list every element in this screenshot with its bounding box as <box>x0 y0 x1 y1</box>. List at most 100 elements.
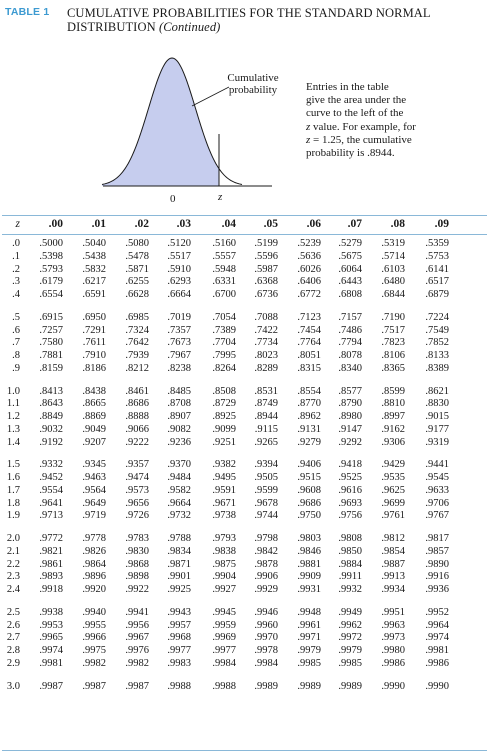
probability-cell: .9984 <box>212 657 236 669</box>
probability-cell: .9881 <box>297 558 321 570</box>
probability-cell: .9898 <box>125 571 149 583</box>
probability-cell: .9515 <box>297 472 321 483</box>
column-header: .07 <box>347 218 362 230</box>
probability-cell: .9909 <box>297 571 321 583</box>
column-header: .03 <box>176 218 191 230</box>
probability-cell: .7389 <box>212 324 236 336</box>
probability-cell: .7673 <box>167 337 191 349</box>
row-z-value: 1.0 <box>6 385 20 397</box>
probability-cell: .5478 <box>125 250 149 262</box>
probability-cell: .9984 <box>254 657 278 669</box>
probability-cell: .7580 <box>39 337 63 349</box>
column-header: .06 <box>306 218 321 230</box>
probability-cell: .7823 <box>381 337 405 349</box>
probability-cell: .9545 <box>425 472 449 483</box>
row-z-value: .3 <box>12 276 20 288</box>
probability-cell: .9441 <box>425 459 449 471</box>
table-row: 1.9 .9713 .9719 .9726 .9732 .9738 .9744 .9750 .9… <box>0 509 489 522</box>
probability-cell: .7967 <box>167 350 191 361</box>
probability-cell: .5000 <box>39 238 63 249</box>
probability-cell: .9974 <box>425 632 449 644</box>
probability-cell: .8106 <box>381 350 405 361</box>
probability-cell: .8365 <box>381 362 405 374</box>
probability-cell: .9946 <box>254 606 278 618</box>
probability-cell: .9750 <box>297 510 321 522</box>
probability-cell: .6064 <box>338 263 362 275</box>
probability-cell: .9967 <box>125 632 149 644</box>
probability-cell: .6103 <box>381 263 405 275</box>
probability-cell: .5160 <box>212 238 236 249</box>
table-row: 2.3 .9893 .9896 .9898 .9901 .9904 .9906 .9909 .9… <box>0 570 489 583</box>
probability-cell: .8830 <box>425 398 449 410</box>
probability-cell: .6517 <box>425 276 449 288</box>
probability-cell: .7995 <box>212 350 236 361</box>
probability-cell: .9990 <box>381 680 405 692</box>
probability-cell: .8729 <box>212 398 236 410</box>
column-header: .00 <box>48 218 63 230</box>
column-header: .04 <box>221 218 236 230</box>
table-explanation-note: Entries in the table give the area under… <box>306 81 466 160</box>
probability-cell: .6141 <box>425 263 449 275</box>
probability-cell: .9911 <box>338 571 362 583</box>
probability-cell: .7704 <box>212 337 236 349</box>
probability-cell: .9463 <box>82 472 106 483</box>
column-header: .05 <box>263 218 278 230</box>
probability-cell: .6700 <box>212 289 236 300</box>
table-row: 2.1 .9821 .9826 .9830 .9834 .9838 .9842 .9846 .9… <box>0 545 489 558</box>
row-z-value: 2.9 <box>6 657 20 669</box>
probability-cell: .9656 <box>125 497 149 509</box>
probability-cell: .9988 <box>212 680 236 692</box>
table-row: 2.9 .9981 .9982 .9982 .9983 .9984 .9984 .9985 .9… <box>0 657 489 670</box>
probability-cell: .9925 <box>167 584 191 595</box>
probability-cell: .8849 <box>39 411 63 422</box>
table-row: 1.2 .8849 .8869 .8888 .8907 .8925 .8944 .8962 .8… <box>0 410 489 423</box>
row-z-value: 1.2 <box>6 411 20 422</box>
probability-cell: .5832 <box>82 263 106 275</box>
table-title-continued: (Continued) <box>158 20 221 34</box>
row-z-value: 1.5 <box>6 459 20 471</box>
row-z-value: 2.8 <box>6 645 20 656</box>
probability-cell: .9772 <box>39 533 63 544</box>
probability-cell: .8888 <box>125 411 149 422</box>
row-z-value: 2.6 <box>6 619 20 631</box>
probability-cell: .9986 <box>425 657 449 669</box>
probability-cell: .9916 <box>425 571 449 583</box>
probability-cell: .7611 <box>82 337 106 349</box>
probability-cell: .9418 <box>338 459 362 471</box>
probability-cell: .9474 <box>125 472 149 483</box>
probability-cell: .6480 <box>381 276 405 288</box>
probability-cell: .8980 <box>338 411 362 422</box>
probability-cell: .9429 <box>381 459 405 471</box>
probability-cell: .7291 <box>82 324 106 336</box>
table-title-line-2: DISTRIBUTION (Continued) <box>67 20 220 34</box>
probability-cell: .9989 <box>254 680 278 692</box>
probability-cell: .8925 <box>212 411 236 422</box>
cumulative-area-shade <box>102 58 219 186</box>
table-row: 2.2 .9861 .9864 .9868 .9871 .9875 .9878 .9881 .9… <box>0 558 489 571</box>
probability-cell: .5714 <box>381 250 405 262</box>
probability-cell: .8790 <box>338 398 362 410</box>
table-row: .5 .6915 .6950 .6985 .7019 .7054 .7088 .7123 .71… <box>0 311 489 324</box>
table-row: .0 .5000 .5040 .5080 .5120 .5160 .5199 .5239 .52… <box>0 237 489 250</box>
probability-cell: .9868 <box>125 558 149 570</box>
probability-cell: .9821 <box>39 545 63 557</box>
row-z-value: .1 <box>12 250 20 262</box>
probability-cell: .9808 <box>338 533 362 544</box>
probability-cell: .8577 <box>338 385 362 397</box>
probability-cell: .9279 <box>297 436 321 448</box>
cumulative-label-line-2: probability <box>228 84 278 96</box>
probability-cell: .9971 <box>297 632 321 644</box>
probability-cell: .9788 <box>167 533 191 544</box>
probability-cell: .5557 <box>212 250 236 262</box>
probability-cell: .8438 <box>82 385 106 397</box>
probability-cell: .9981 <box>425 645 449 656</box>
probability-cell: .8869 <box>82 411 106 422</box>
table-title-distribution: DISTRIBUTION <box>67 20 156 34</box>
column-header-z: z <box>15 218 20 230</box>
probability-cell: .9599 <box>254 484 278 496</box>
probability-cell: .6985 <box>125 311 149 323</box>
probability-cell: .9850 <box>338 545 362 557</box>
probability-cell: .6628 <box>125 289 149 300</box>
probability-cell: .9929 <box>254 584 278 595</box>
probability-cell: .7357 <box>167 324 191 336</box>
